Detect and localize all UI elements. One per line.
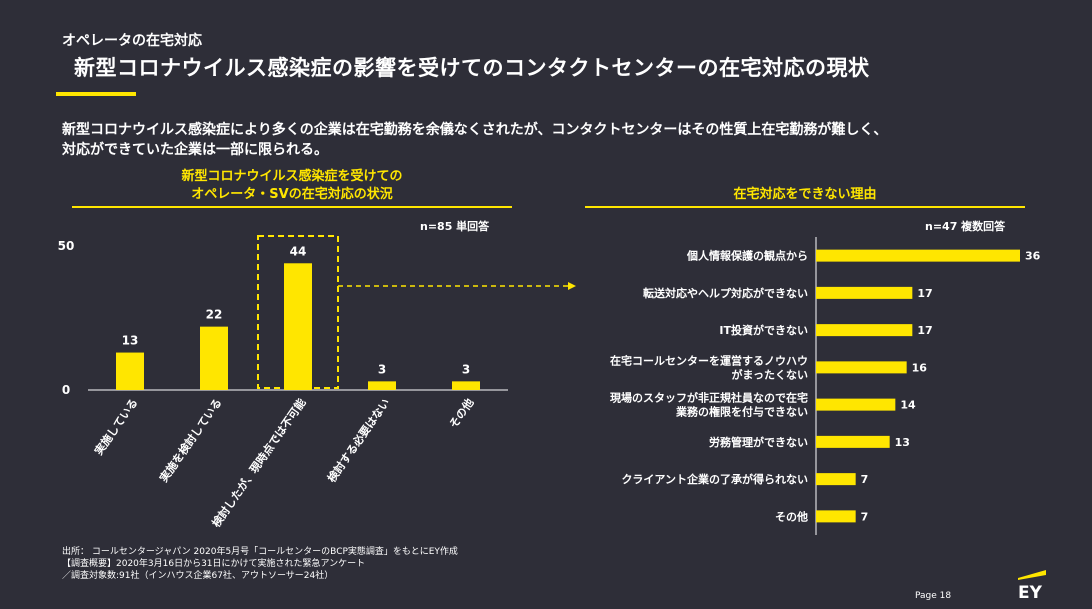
highlight-box: [257, 235, 339, 389]
category-label: がまったくない: [731, 367, 808, 381]
category-label: その他: [775, 509, 808, 523]
category-label: 実施している: [91, 396, 140, 458]
source-line-3: ／調査対象数:91社（インハウス企業67社、アウトソーサー24社）: [62, 571, 334, 581]
source-line-2: 【調査概要】2020年3月16日から31日にかけて実施された緊急アンケート: [62, 559, 366, 569]
bar: [816, 249, 1020, 262]
category-label: その他: [446, 396, 476, 431]
bar: [200, 326, 228, 390]
category-label: 業務の権限を付与できない: [675, 405, 808, 419]
left-chart-sample-note: n=85 単回答: [420, 220, 490, 233]
data-label: 36: [1025, 250, 1041, 263]
bar: [816, 510, 856, 523]
left-chart-title: 新型コロナウイルス感染症を受けての オペレータ・SVの在宅対応の状況: [72, 168, 512, 204]
data-label: 7: [861, 473, 869, 486]
section-title: オペレータの在宅対応: [62, 33, 202, 49]
data-label: 16: [912, 361, 928, 374]
bar: [816, 286, 913, 299]
right-chart-rule: [585, 206, 1025, 208]
category-label: 個人情報保護の観点から: [686, 249, 808, 263]
arrow-icon: [568, 282, 576, 290]
category-label: 現場のスタッフが非正規社員なので在宅: [610, 391, 808, 405]
category-label: 検討する必要はない: [324, 396, 392, 485]
data-label: 13: [122, 334, 139, 348]
page-number: Page 18: [915, 591, 952, 601]
category-label: 転送対応やヘルプ対応ができない: [643, 286, 808, 300]
left-chart-rule: [72, 206, 512, 208]
ey-logo-beam: [1018, 570, 1046, 580]
source-note: 出所： コールセンタージャパン 2020年5月号「コールセンターのBCP実態調査…: [62, 546, 458, 582]
data-label: 3: [378, 362, 386, 376]
right-chart-sample-note: n=47 複数回答: [925, 220, 1006, 233]
left-chart-title-line-1: 新型コロナウイルス感染症を受けての: [181, 169, 403, 184]
bar: [452, 381, 480, 390]
category-label: 在宅コールセンターを運営するノウハウ: [610, 353, 808, 367]
data-label: 22: [206, 308, 223, 322]
intro-line-2: 対応ができていた企業は一部に限られる。: [62, 142, 328, 158]
bar: [816, 435, 890, 448]
category-label: IT投資ができない: [719, 323, 808, 337]
data-label: 17: [917, 324, 932, 337]
y-tick-label: 0: [62, 383, 70, 397]
ey-logo: EY: [1018, 570, 1046, 600]
left-bar-chart: 0 50 13 実施している 22 実施を検討している 44 検討したが、現時点では不可能 3 検…: [58, 235, 576, 530]
right-bar-chart: 36 個人情報保護の観点から 17 転送対応やヘルプ対応ができない 17 IT投資ができな…: [610, 237, 1041, 535]
category-label: クライアント企業の了承が得られない: [621, 472, 808, 486]
source-line-1: 出所： コールセンタージャパン 2020年5月号「コールセンターのBCP実態調査…: [62, 547, 458, 557]
data-label: 14: [900, 399, 916, 412]
left-chart-title-line-2: オペレータ・SVの在宅対応の状況: [191, 187, 393, 202]
bar: [116, 352, 144, 390]
title-underline: [56, 92, 136, 96]
bar: [816, 398, 896, 411]
right-chart-title: 在宅対応をできない理由: [733, 187, 877, 202]
bar: [816, 324, 913, 337]
page-title: 新型コロナウイルス感染症の影響を受けてのコンタクトセンターの在宅対応の現状: [74, 56, 870, 80]
bar: [284, 263, 312, 390]
intro-line-1: 新型コロナウイルス感染症により多くの企業は在宅勤務を余儀なくされたが、コンタクト…: [62, 122, 888, 138]
bar: [816, 473, 856, 486]
data-label: 7: [861, 510, 869, 523]
data-label: 13: [895, 436, 910, 449]
category-label: 労務管理ができない: [709, 435, 808, 449]
y-tick-label: 50: [58, 239, 75, 253]
category-label: 実施を検討している: [156, 396, 224, 485]
intro-text: 新型コロナウイルス感染症により多くの企業は在宅勤務を余儀なくされたが、コンタクト…: [62, 120, 1052, 160]
data-label: 17: [917, 287, 932, 300]
bar: [816, 361, 907, 374]
ey-logo-text: EY: [1018, 583, 1043, 600]
data-label: 3: [462, 362, 470, 376]
category-label: 検討したが、現時点では不可能: [209, 396, 309, 530]
data-label: 44: [290, 244, 307, 258]
bar: [368, 381, 396, 390]
